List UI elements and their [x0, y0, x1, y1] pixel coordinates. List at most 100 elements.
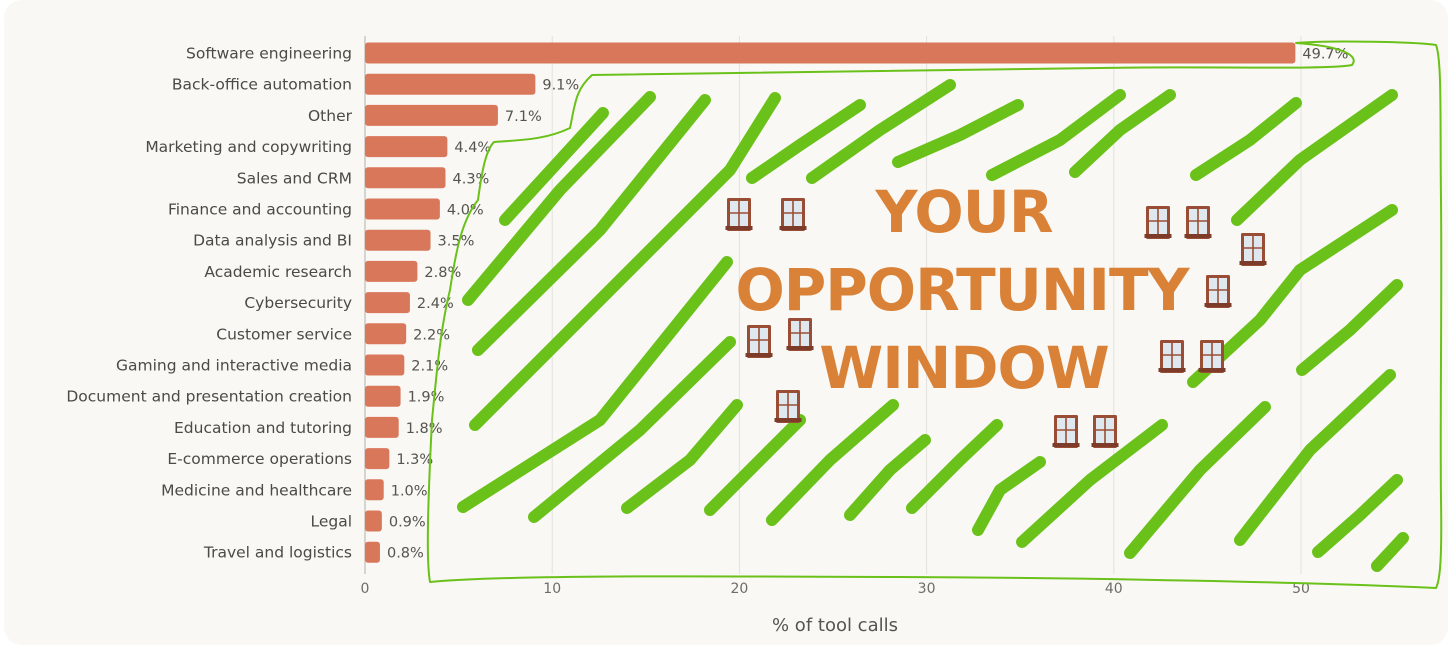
- green-hatch-strokes: [457, 79, 1409, 572]
- value-label-12: 1.8%: [406, 421, 443, 437]
- value-label-4: 4.3%: [452, 171, 489, 187]
- value-label-5: 4.0%: [447, 203, 484, 219]
- value-label-13: 1.3%: [396, 452, 433, 468]
- category-label-12: Education and tutoring: [174, 419, 352, 437]
- category-label-8: Cybersecurity: [244, 294, 352, 312]
- bar-11: [365, 385, 401, 407]
- value-label-9: 2.2%: [413, 327, 450, 343]
- category-label-4: Sales and CRM: [237, 169, 352, 187]
- hatch-stroke-16: [844, 434, 931, 521]
- opportunity-window-outline: [426, 40, 1443, 589]
- bar-15: [365, 510, 382, 532]
- hatch-stroke-23: [1234, 369, 1396, 546]
- bar-13: [365, 448, 390, 470]
- category-labels: Software engineering Back-office automati…: [66, 45, 352, 562]
- x-tick-label-0: 0: [361, 581, 370, 597]
- bar-2: [365, 104, 498, 126]
- hatch-stroke-9: [1190, 97, 1302, 181]
- hatch-stroke-0: [499, 107, 609, 226]
- window-icon: [779, 198, 807, 231]
- hatch-stroke-6: [892, 99, 1024, 168]
- hatch-stroke-5: [806, 79, 956, 184]
- bar-4: [365, 167, 446, 189]
- hatch-stroke-22: [1296, 279, 1403, 376]
- bar-10: [365, 354, 405, 376]
- annotation-line-opportunity: OPPORTUNITY: [735, 256, 1190, 324]
- hatch-stroke-11: [457, 256, 733, 513]
- category-label-10: Gaming and interactive media: [116, 357, 352, 375]
- window-icon: [745, 325, 773, 358]
- hatch-stroke-17: [906, 419, 1003, 514]
- category-label-14: Medicine and healthcare: [161, 481, 352, 499]
- hatch-stroke-24: [1312, 474, 1403, 558]
- value-label-16: 0.8%: [387, 546, 424, 562]
- window-icon: [1091, 415, 1119, 448]
- hatch-stroke-19: [1016, 419, 1168, 548]
- window-icons: [725, 198, 1267, 448]
- hatch-stroke-13: [621, 399, 743, 514]
- window-icon: [1239, 233, 1267, 266]
- value-label-11: 1.9%: [408, 390, 445, 406]
- hatch-stroke-12: [528, 336, 736, 523]
- window-icon: [1198, 340, 1226, 373]
- value-label-8: 2.4%: [417, 296, 454, 312]
- value-label-7: 2.8%: [424, 265, 461, 281]
- value-label-1: 9.1%: [542, 78, 579, 94]
- hatch-stroke-3: [469, 92, 781, 431]
- category-label-0: Software engineering: [186, 45, 352, 63]
- hatch-stroke-20: [1124, 401, 1271, 559]
- window-icon: [1158, 340, 1186, 373]
- window-icon: [725, 198, 753, 231]
- window-icon: [1144, 206, 1172, 239]
- category-label-13: E-commerce operations: [167, 450, 352, 468]
- category-label-2: Other: [308, 107, 353, 125]
- bar-6: [365, 229, 431, 251]
- bar-0: [365, 42, 1296, 64]
- value-label-15: 0.9%: [389, 515, 426, 531]
- value-label-6: 3.5%: [438, 234, 475, 250]
- bar-3: [365, 136, 448, 158]
- annotation-line-window: WINDOW: [819, 334, 1109, 402]
- category-label-11: Document and presentation creation: [66, 388, 352, 406]
- hatch-stroke-15: [766, 399, 899, 526]
- bar-9: [365, 323, 407, 345]
- bar-12: [365, 416, 399, 438]
- x-tick-label-30: 30: [918, 581, 936, 597]
- window-icon: [1204, 275, 1232, 308]
- x-tick-label-50: 50: [1292, 581, 1310, 597]
- annotation-line-your: YOUR: [875, 178, 1053, 246]
- bars: [365, 42, 1296, 563]
- value-labels: 49.7% 9.1%7.1% 4.4% 4.3% 4.0% 3.5% 2.8% 2.4% 2.2…: [387, 47, 1348, 562]
- category-label-16: Travel and logistics: [203, 544, 352, 562]
- hatch-stroke-7: [986, 89, 1126, 181]
- bar-5: [365, 198, 440, 220]
- bar-14: [365, 479, 384, 501]
- bar-7: [365, 260, 418, 282]
- hatch-stroke-1: [462, 91, 656, 306]
- bar-16: [365, 541, 380, 563]
- category-label-3: Marketing and copywriting: [145, 138, 352, 156]
- bar-8: [365, 292, 410, 314]
- x-axis-title: % of tool calls: [772, 615, 898, 636]
- window-icon: [786, 318, 814, 351]
- hatch-stroke-10: [1231, 89, 1398, 226]
- value-label-0: 49.7%: [1302, 47, 1348, 63]
- value-label-2: 7.1%: [505, 109, 542, 125]
- bar-1: [365, 73, 536, 95]
- window-icon: [774, 390, 802, 423]
- x-tick-label-20: 20: [730, 581, 748, 597]
- category-label-9: Customer service: [216, 325, 352, 343]
- hatch-stroke-8: [1069, 89, 1176, 178]
- hatch-stroke-4: [746, 99, 866, 184]
- window-icon: [1052, 415, 1080, 448]
- value-label-10: 2.1%: [411, 359, 448, 375]
- category-label-6: Data analysis and BI: [193, 232, 352, 250]
- window-icon: [1184, 206, 1212, 239]
- category-label-1: Back-office automation: [172, 76, 352, 94]
- hatch-stroke-21: [1187, 204, 1398, 388]
- x-tick-label-10: 10: [543, 581, 561, 597]
- hatch-stroke-25: [1371, 532, 1409, 572]
- value-label-3: 4.4%: [454, 140, 491, 156]
- hatch-stroke-2: [472, 94, 711, 356]
